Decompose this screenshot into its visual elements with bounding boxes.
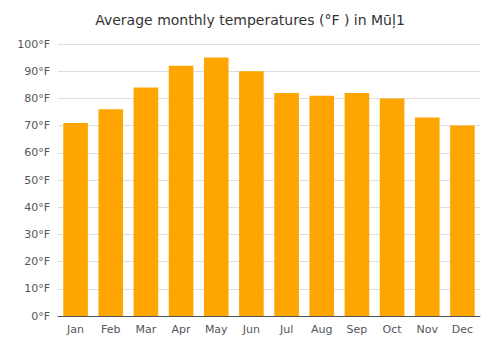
svg-text:Oct: Oct	[383, 323, 403, 336]
svg-text:Feb: Feb	[101, 323, 120, 336]
svg-text:Dec: Dec	[452, 323, 473, 336]
svg-text:60°F: 60°F	[24, 146, 50, 159]
svg-text:90°F: 90°F	[24, 65, 50, 78]
svg-text:100°F: 100°F	[17, 38, 50, 51]
svg-text:Jan: Jan	[66, 323, 84, 336]
svg-text:0°F: 0°F	[31, 310, 50, 323]
svg-text:Nov: Nov	[417, 323, 439, 336]
svg-text:30°F: 30°F	[24, 228, 50, 241]
svg-text:20°F: 20°F	[24, 255, 50, 268]
svg-text:80°F: 80°F	[24, 92, 50, 105]
svg-text:Aug: Aug	[311, 323, 332, 336]
svg-text:Jun: Jun	[242, 323, 260, 336]
svg-text:May: May	[205, 323, 228, 336]
svg-text:Jul: Jul	[279, 323, 293, 336]
svg-text:70°F: 70°F	[24, 119, 50, 132]
svg-text:Sep: Sep	[347, 323, 368, 336]
svg-text:Mar: Mar	[136, 323, 157, 336]
svg-text:Apr: Apr	[172, 323, 192, 336]
svg-text:10°F: 10°F	[24, 282, 50, 295]
svg-text:Average monthly temperatures (: Average monthly temperatures (°F ) in Mū…	[95, 12, 405, 29]
svg-text:40°F: 40°F	[24, 201, 50, 214]
svg-text:50°F: 50°F	[24, 174, 50, 187]
